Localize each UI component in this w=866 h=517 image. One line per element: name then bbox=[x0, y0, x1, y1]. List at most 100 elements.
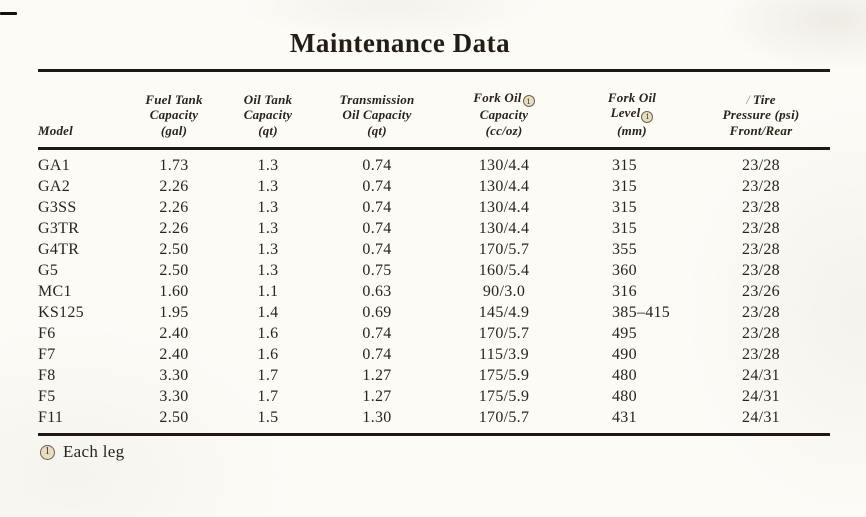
cell-fuel-tank-capacity: 2.40 bbox=[159, 325, 189, 342]
cell-transmission-oil-capacity: 1.30 bbox=[362, 409, 392, 426]
cell-fork-oil-level: 316 bbox=[612, 283, 637, 300]
table-header: Model Fuel Tank Capacity (gal) Oil Tank … bbox=[38, 70, 830, 150]
cell-tire-pressure: 23/28 bbox=[742, 304, 780, 321]
cell-fork-oil-capacity: 130/4.4 bbox=[478, 157, 530, 174]
cell-transmission-oil-capacity: 0.74 bbox=[362, 178, 392, 195]
cell-fork-oil-capacity: 130/4.4 bbox=[478, 220, 530, 237]
cell-model: F6 bbox=[38, 325, 56, 342]
cell-fuel-tank-capacity: 2.50 bbox=[159, 241, 189, 258]
cell-tire-pressure: 23/28 bbox=[742, 157, 780, 174]
table-row: KS125 1.95 1.4 0.69 145/4.9 385–415 23/2… bbox=[38, 302, 830, 323]
cell-fuel-tank-capacity: 1.73 bbox=[159, 157, 189, 174]
table-row: MC1 1.60 1.1 0.63 90/3.0 316 23/26 bbox=[38, 281, 830, 302]
cell-tire-pressure: 24/31 bbox=[742, 409, 780, 426]
cell-fork-oil-capacity: 170/5.7 bbox=[478, 409, 530, 426]
cell-transmission-oil-capacity: 1.27 bbox=[362, 388, 392, 405]
table-row: F5 3.30 1.7 1.27 175/5.9 480 24/31 bbox=[38, 386, 830, 407]
cell-tire-pressure: 23/28 bbox=[742, 220, 780, 237]
table-row: G3TR 2.26 1.3 0.74 130/4.4 315 23/28 bbox=[38, 218, 830, 239]
table-row: GA2 2.26 1.3 0.74 130/4.4 315 23/28 bbox=[38, 176, 830, 197]
table-body: GA1 1.73 1.3 0.74 130/4.4 315 23/28 GA2 … bbox=[38, 149, 830, 435]
cell-tire-pressure: 23/26 bbox=[742, 283, 780, 300]
cell-fork-oil-capacity: 145/4.9 bbox=[478, 304, 530, 321]
col-header-model: Model bbox=[38, 70, 130, 150]
cell-transmission-oil-capacity: 0.63 bbox=[362, 283, 392, 300]
table-row: G4TR 2.50 1.3 0.74 170/5.7 355 23/28 bbox=[38, 239, 830, 260]
col-header-transmission-oil-capacity: Transmission Oil Capacity (qt) bbox=[318, 70, 436, 150]
cell-model: G3SS bbox=[38, 199, 77, 216]
cell-fork-oil-level: 480 bbox=[612, 367, 637, 384]
table-row: F11 2.50 1.5 1.30 170/5.7 431 24/31 bbox=[38, 407, 830, 435]
cell-transmission-oil-capacity: 0.74 bbox=[362, 241, 392, 258]
cell-fork-oil-level: 431 bbox=[612, 409, 637, 426]
col-header-fork-oil-capacity: Fork Oil 1 Capacity (cc/oz) bbox=[436, 70, 572, 150]
cell-model: G4TR bbox=[38, 241, 80, 258]
cell-fork-oil-capacity: 175/5.9 bbox=[478, 367, 530, 384]
cell-fork-oil-level: 385–415 bbox=[612, 304, 671, 321]
cell-tire-pressure: 24/31 bbox=[742, 367, 780, 384]
cell-model: G3TR bbox=[38, 220, 80, 237]
cell-oil-tank-capacity: 1.3 bbox=[257, 178, 279, 195]
cell-oil-tank-capacity: 1.7 bbox=[257, 388, 279, 405]
cell-transmission-oil-capacity: 0.74 bbox=[362, 157, 392, 174]
footnote-1-marker-icon: 1 bbox=[522, 95, 535, 107]
table-row: F6 2.40 1.6 0.74 170/5.7 495 23/28 bbox=[38, 323, 830, 344]
cell-fork-oil-capacity: 175/5.9 bbox=[478, 388, 530, 405]
table-row: G5 2.50 1.3 0.75 160/5.4 360 23/28 bbox=[38, 260, 830, 281]
cell-fork-oil-capacity: 90/3.0 bbox=[482, 283, 526, 300]
cell-oil-tank-capacity: 1.3 bbox=[257, 241, 279, 258]
cell-transmission-oil-capacity: 1.27 bbox=[362, 367, 392, 384]
cell-oil-tank-capacity: 1.6 bbox=[257, 346, 279, 363]
scan-artifact-slash: / bbox=[746, 91, 751, 107]
cell-oil-tank-capacity: 1.7 bbox=[257, 367, 279, 384]
cell-oil-tank-capacity: 1.3 bbox=[257, 157, 279, 174]
cell-fuel-tank-capacity: 2.50 bbox=[159, 262, 189, 279]
table-row: F8 3.30 1.7 1.27 175/5.9 480 24/31 bbox=[38, 365, 830, 386]
cell-fuel-tank-capacity: 2.40 bbox=[159, 346, 189, 363]
cell-fuel-tank-capacity: 2.26 bbox=[159, 199, 189, 216]
cell-fork-oil-level: 360 bbox=[612, 262, 637, 279]
cell-fork-oil-level: 315 bbox=[612, 220, 637, 237]
cell-oil-tank-capacity: 1.6 bbox=[257, 325, 279, 342]
cell-model: GA2 bbox=[38, 178, 71, 195]
cell-fuel-tank-capacity: 1.60 bbox=[159, 283, 189, 300]
cell-transmission-oil-capacity: 0.74 bbox=[362, 220, 392, 237]
cell-model: F7 bbox=[38, 346, 56, 363]
cell-fork-oil-level: 480 bbox=[612, 388, 637, 405]
cell-oil-tank-capacity: 1.1 bbox=[257, 283, 279, 300]
cell-fork-oil-level: 315 bbox=[612, 157, 637, 174]
cell-model: F11 bbox=[38, 409, 64, 426]
cell-transmission-oil-capacity: 0.74 bbox=[362, 325, 392, 342]
footnote-1-marker-icon: 1 bbox=[40, 444, 55, 460]
cell-tire-pressure: 23/28 bbox=[742, 262, 780, 279]
cell-fork-oil-level: 315 bbox=[612, 178, 637, 195]
cell-fork-oil-level: 355 bbox=[612, 241, 637, 258]
cell-tire-pressure: 23/28 bbox=[742, 241, 780, 258]
cell-fork-oil-capacity: 115/3.9 bbox=[479, 346, 529, 363]
footnote-text: Each leg bbox=[63, 442, 125, 461]
cell-transmission-oil-capacity: 0.74 bbox=[362, 346, 392, 363]
table-row: GA1 1.73 1.3 0.74 130/4.4 315 23/28 bbox=[38, 149, 830, 177]
cell-transmission-oil-capacity: 0.69 bbox=[362, 304, 392, 321]
col-header-tire-pressure: / Tire Pressure (psi) Front/Rear bbox=[692, 70, 830, 150]
cell-oil-tank-capacity: 1.4 bbox=[257, 304, 279, 321]
cell-oil-tank-capacity: 1.3 bbox=[257, 199, 279, 216]
cell-oil-tank-capacity: 1.3 bbox=[257, 262, 279, 279]
cell-fork-oil-capacity: 170/5.7 bbox=[478, 325, 530, 342]
cell-model: MC1 bbox=[38, 283, 72, 300]
cell-tire-pressure: 23/28 bbox=[742, 346, 780, 363]
cell-fork-oil-capacity: 130/4.4 bbox=[478, 178, 530, 195]
cell-model: G5 bbox=[38, 262, 59, 279]
cell-oil-tank-capacity: 1.5 bbox=[257, 409, 279, 426]
cell-fuel-tank-capacity: 3.30 bbox=[159, 367, 189, 384]
cell-tire-pressure: 24/31 bbox=[742, 388, 780, 405]
table-row: G3SS 2.26 1.3 0.74 130/4.4 315 23/28 bbox=[38, 197, 830, 218]
maintenance-data-table: Model Fuel Tank Capacity (gal) Oil Tank … bbox=[38, 69, 830, 436]
cell-fuel-tank-capacity: 1.95 bbox=[159, 304, 189, 321]
col-header-oil-tank-capacity: Oil Tank Capacity (qt) bbox=[218, 70, 318, 150]
cell-fork-oil-level: 495 bbox=[612, 325, 637, 342]
col-header-fuel-tank-capacity: Fuel Tank Capacity (gal) bbox=[130, 70, 218, 150]
cell-oil-tank-capacity: 1.3 bbox=[257, 220, 279, 237]
footnote-1-marker-icon: 1 bbox=[641, 110, 654, 123]
